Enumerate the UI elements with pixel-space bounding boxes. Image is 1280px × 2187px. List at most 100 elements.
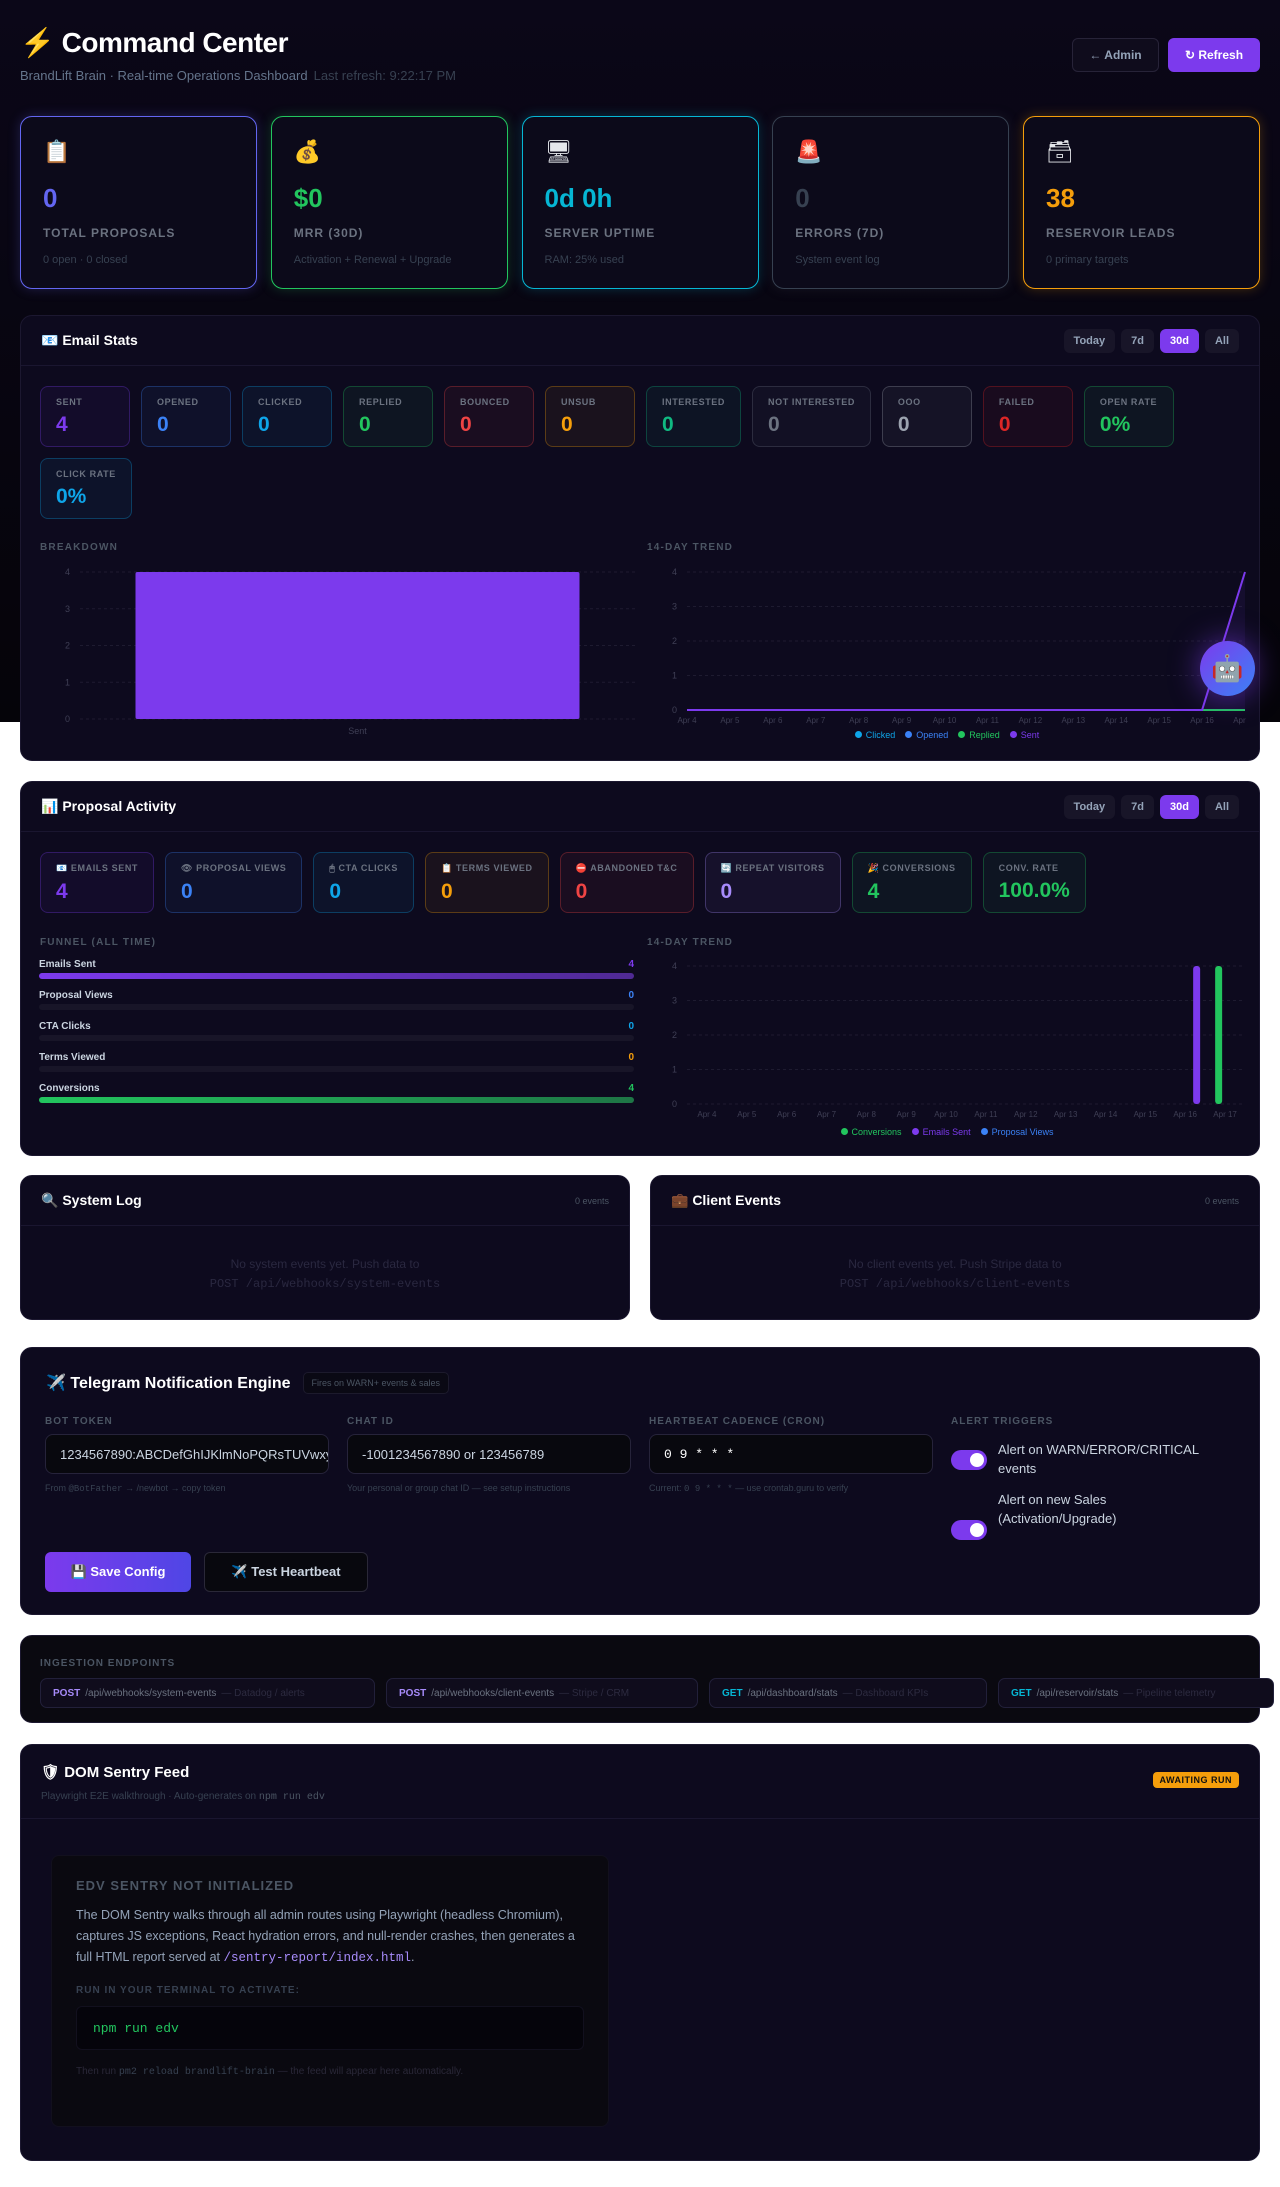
system-log-empty: No system events yet. Push data to bbox=[230, 1257, 420, 1271]
kpi-value: $0 bbox=[293, 183, 323, 213]
sentry-command[interactable]: npm run edv bbox=[76, 2006, 584, 2050]
range-tab-today[interactable]: Today bbox=[1063, 794, 1116, 819]
proposal-activity-panel: 📊 Proposal Activity Today 7d 30d All 📧 EMAIL… bbox=[20, 781, 1260, 1156]
endpoint-chip[interactable]: GET/api/reservoir/stats — Pipeline teleme… bbox=[998, 1678, 1274, 1708]
last-refresh: Last refresh: 9:22:17 PM bbox=[313, 68, 456, 83]
endpoint-path: /api/webhooks/client-events bbox=[431, 1687, 555, 1699]
stat-label: OOO bbox=[897, 397, 921, 407]
stat-tile: 👁 PROPOSAL VIEWS 0 bbox=[165, 852, 303, 913]
stat-label: UNSUB bbox=[561, 397, 597, 407]
sentry-title: 🛡 DOM Sentry Feed bbox=[41, 1764, 190, 1781]
range-tab-7d[interactable]: 7d bbox=[1121, 328, 1154, 353]
sales-alert-toggle[interactable] bbox=[951, 1520, 987, 1540]
stat-tile: OPEN RATE 0% bbox=[1083, 386, 1174, 447]
stat-tile: OOO 0 bbox=[881, 386, 972, 447]
endpoint-desc: — Dashboard KPIs bbox=[842, 1687, 929, 1699]
sentry-footer: Then run pm2 reload brandlift-brain — th… bbox=[76, 2066, 464, 2078]
kpi-value: 38 bbox=[1046, 183, 1075, 213]
funnel-track bbox=[39, 1066, 634, 1072]
email-stats-panel: 📧 Email Stats Today 7d 30d All SENT 4 OPENED 0 C… bbox=[20, 315, 1260, 761]
proposal-trend-legend: Conversions Emails Sent Proposal Views bbox=[647, 1127, 1247, 1137]
range-tab-all[interactable]: All bbox=[1204, 794, 1239, 819]
kpi-label: RESERVOIR LEADS bbox=[1046, 226, 1176, 240]
page-subtitle: BrandLift Brain · Real-time Operations D… bbox=[20, 68, 456, 83]
funnel-label: Terms Viewed bbox=[39, 1052, 106, 1063]
bot-token-input[interactable]: 1234567890:ABCDefGhIJKlmNoPQRsTUVwxyz bbox=[45, 1434, 329, 1474]
legend-item[interactable]: Replied bbox=[958, 730, 1000, 740]
sales-alert-label: Alert on new Sales (Activation/Upgrade) bbox=[998, 1492, 1117, 1526]
stat-label: 📋 TERMS VIEWED bbox=[441, 863, 533, 873]
endpoint-path: /api/dashboard/stats bbox=[747, 1687, 838, 1699]
endpoint-desc: — Pipeline telemetry bbox=[1123, 1687, 1216, 1699]
refresh-button[interactable]: ↻ Refresh bbox=[1168, 38, 1260, 72]
save-config-button[interactable]: 💾 Save Config bbox=[45, 1552, 191, 1592]
x-tick-label: Apr 16 bbox=[1190, 716, 1214, 725]
x-tick-label: Apr 11 bbox=[976, 716, 1000, 725]
funnel-row: Conversions 4 bbox=[39, 1083, 634, 1105]
stat-label: OPEN RATE bbox=[1099, 397, 1158, 407]
proposal-activity-title: 📊 Proposal Activity bbox=[41, 798, 177, 814]
proposal-trend-label: 14-DAY TREND bbox=[647, 937, 734, 948]
ingestion-endpoints-panel: INGESTION ENDPOINTS POST/api/webhooks/sy… bbox=[20, 1635, 1274, 1723]
line-sent bbox=[687, 571, 1246, 711]
endpoint-path: /api/reservoir/stats bbox=[1036, 1687, 1119, 1699]
y-tick-label: 4 bbox=[65, 567, 70, 577]
x-tick-label: Apr 8 bbox=[849, 716, 869, 725]
x-tick-label: Apr 15 bbox=[1147, 716, 1171, 725]
endpoint-chip[interactable]: POST/api/webhooks/system-events — Datadog… bbox=[40, 1678, 375, 1708]
funnel-row: Terms Viewed 0 bbox=[39, 1052, 634, 1074]
x-tick-label: Apr 17 bbox=[1233, 716, 1247, 725]
range-tab-30d[interactable]: 30d bbox=[1159, 794, 1199, 819]
endpoint-chip[interactable]: GET/api/dashboard/stats — Dashboard KPIs bbox=[709, 1678, 987, 1708]
chat-id-input[interactable]: -1001234567890 or 123456789 bbox=[347, 1434, 631, 1474]
client-events-title: 💼 Client Events bbox=[671, 1192, 782, 1208]
kpi-value: 0 bbox=[795, 183, 810, 213]
funnel-label: Conversions bbox=[39, 1083, 100, 1094]
test-heartbeat-button[interactable]: ✈️ Test Heartbeat bbox=[204, 1552, 368, 1592]
stat-label: ⛔ ABANDONED T&C bbox=[575, 863, 678, 873]
stat-label: NOT INTERESTED bbox=[768, 397, 855, 407]
endpoint-method: POST bbox=[53, 1687, 81, 1699]
funnel-label: CTA Clicks bbox=[39, 1021, 91, 1032]
stat-label: 🔄 REPEAT VISITORS bbox=[720, 863, 825, 873]
y-tick-label: 3 bbox=[672, 602, 677, 612]
legend-item[interactable]: Emails Sent bbox=[911, 1127, 971, 1137]
endpoint-method: POST bbox=[399, 1687, 427, 1699]
admin-button[interactable]: ← Admin bbox=[1072, 38, 1159, 72]
cron-input[interactable]: 0 9 * * * bbox=[649, 1434, 933, 1474]
x-tick-label: Sent bbox=[348, 726, 367, 736]
funnel-fill bbox=[39, 973, 634, 979]
legend-item[interactable]: Conversions bbox=[840, 1127, 902, 1137]
endpoint-method: GET bbox=[1011, 1687, 1032, 1699]
x-tick-label: Apr 7 bbox=[817, 1110, 837, 1119]
kpi-card: 🚨 0 ERRORS (7D) System event log bbox=[772, 116, 1010, 289]
endpoint-chip[interactable]: POST/api/webhooks/client-events — Stripe … bbox=[386, 1678, 698, 1708]
x-tick-label: Apr 12 bbox=[1019, 716, 1043, 725]
x-tick-label: Apr 13 bbox=[1054, 1110, 1078, 1119]
y-tick-label: 0 bbox=[65, 714, 70, 724]
range-tab-30d[interactable]: 30d bbox=[1159, 328, 1199, 353]
stat-tile: CONV. RATE 100.0% bbox=[982, 852, 1086, 913]
stat-value: 0 bbox=[441, 880, 453, 903]
x-tick-label: Apr 5 bbox=[737, 1110, 757, 1119]
x-tick-label: Apr 9 bbox=[892, 716, 912, 725]
legend-item[interactable]: Clicked bbox=[854, 730, 895, 740]
stat-tile: 🔄 REPEAT VISITORS 0 bbox=[704, 852, 841, 913]
warn-alert-label: Alert on WARN/ERROR/CRITICAL events bbox=[998, 1442, 1199, 1476]
legend-item[interactable]: Proposal Views bbox=[980, 1127, 1053, 1137]
stat-label: CONV. RATE bbox=[998, 863, 1059, 873]
stat-tile: 📧 EMAILS SENT 4 bbox=[40, 852, 155, 913]
legend-item[interactable]: Opened bbox=[905, 730, 948, 740]
stat-tile: FAILED 0 bbox=[982, 386, 1073, 447]
robot-assistant-button[interactable]: 🤖 bbox=[1200, 641, 1255, 696]
legend-item[interactable]: Sent bbox=[1009, 730, 1039, 740]
funnel-row: Proposal Views 0 bbox=[39, 990, 634, 1012]
kpi-label: SERVER UPTIME bbox=[544, 226, 656, 240]
y-tick-label: 4 bbox=[672, 961, 677, 971]
warn-alert-toggle[interactable] bbox=[951, 1450, 987, 1470]
range-tab-all[interactable]: All bbox=[1204, 328, 1239, 353]
legend-swatch bbox=[840, 1128, 848, 1135]
range-tab-7d[interactable]: 7d bbox=[1121, 794, 1154, 819]
range-tab-today[interactable]: Today bbox=[1063, 328, 1116, 353]
funnel-track bbox=[39, 1035, 634, 1041]
